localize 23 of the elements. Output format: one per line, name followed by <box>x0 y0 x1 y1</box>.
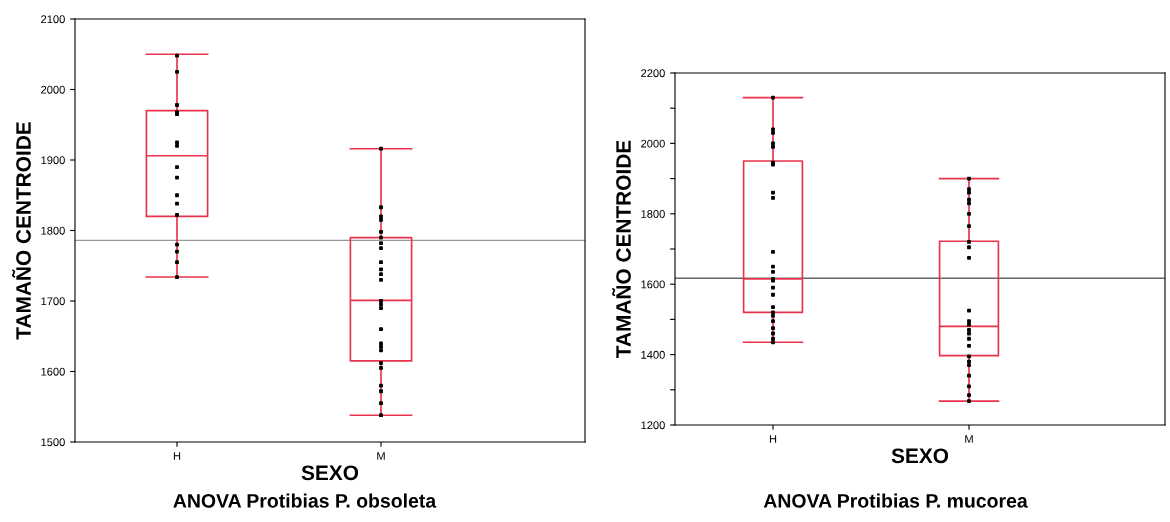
y-axis-title: TAMAÑO CENTROIDE <box>12 122 31 340</box>
text: ANOVA Protibias P. mucorea <box>763 493 1028 508</box>
x-tick-label: H <box>769 435 777 443</box>
y-tick-label: 2000 <box>641 139 665 148</box>
y-tick-label: 1600 <box>641 280 665 289</box>
y-tick-label: 2200 <box>641 69 665 78</box>
y-tick-label: 1800 <box>41 226 65 235</box>
y-tick-label: 1500 <box>41 438 65 447</box>
x-tick-label: H <box>173 452 181 460</box>
x-tick-label: M <box>377 452 385 460</box>
y-tick-label: 1200 <box>641 421 665 430</box>
y-tick-label: 1700 <box>41 297 65 306</box>
y-tick-label: 1400 <box>641 350 665 359</box>
y-tick-label: 2000 <box>41 85 65 94</box>
y-axis-title: TAMAÑO CENTROIDE <box>612 140 631 358</box>
x-axis-title: SEXO <box>891 448 949 464</box>
y-tick-label: 2100 <box>41 15 65 24</box>
x-tick-label: M <box>965 435 973 443</box>
y-tick-label: 1900 <box>41 156 65 165</box>
y-tick-label: 1800 <box>641 210 665 218</box>
x-axis-title: SEXO <box>301 465 359 481</box>
text: ANOVA Protibias P. obsoleta <box>173 493 437 508</box>
y-tick-label: 1600 <box>41 367 65 376</box>
